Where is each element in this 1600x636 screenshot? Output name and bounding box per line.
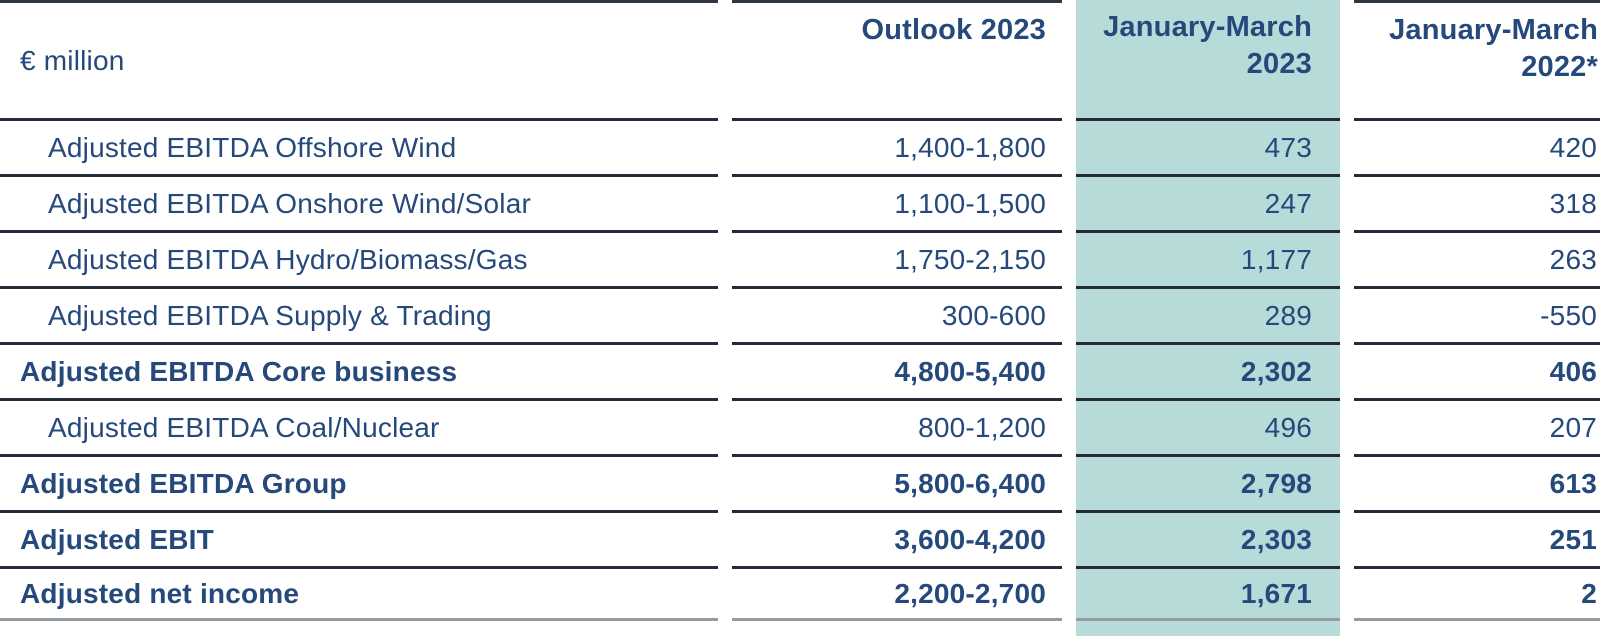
january-march-2022-value: 207 — [1354, 401, 1600, 457]
row-label: Adjusted EBITDA Coal/Nuclear — [0, 401, 718, 457]
january-march-2022-value: 263 — [1354, 233, 1600, 289]
row-label: Adjusted EBITDA Core business — [0, 345, 718, 401]
january-march-2023-value: 247 — [1076, 177, 1340, 233]
outlook-2023-value: 300-600 — [732, 289, 1062, 345]
highlight-column-band — [1076, 0, 1340, 636]
table-row: Adjusted EBITDA Onshore Wind/Solar 1,100-… — [0, 177, 1600, 233]
january-march-2023-value: 1,177 — [1076, 233, 1340, 289]
column-header-outlook-2023: Outlook 2023 — [732, 0, 1062, 121]
table-row: Adjusted net income 2,200-2,700 1,671 2 — [0, 569, 1600, 621]
january-march-2023-value: 289 — [1076, 289, 1340, 345]
outlook-2023-value: 800-1,200 — [732, 401, 1062, 457]
outlook-2023-value: 1,100-1,500 — [732, 177, 1062, 233]
outlook-2023-value: 2,200-2,700 — [732, 569, 1062, 621]
row-label: Adjusted EBITDA Onshore Wind/Solar — [0, 177, 718, 233]
january-march-2023-value: 2,303 — [1076, 513, 1340, 569]
january-march-2023-value: 2,798 — [1076, 457, 1340, 513]
row-label: Adjusted EBITDA Offshore Wind — [0, 121, 718, 177]
january-march-2023-value: 1,671 — [1076, 569, 1340, 621]
outlook-2023-value: 1,400-1,800 — [732, 121, 1062, 177]
table-row: Adjusted EBITDA Hydro/Biomass/Gas 1,750-2… — [0, 233, 1600, 289]
row-label: Adjusted EBITDA Hydro/Biomass/Gas — [0, 233, 718, 289]
table-row: Adjusted EBITDA Core business 4,800-5,400… — [0, 345, 1600, 401]
table-row: Adjusted EBITDA Coal/Nuclear 800-1,200 496… — [0, 401, 1600, 457]
january-march-2023-value: 496 — [1076, 401, 1340, 457]
table-row: Adjusted EBITDA Offshore Wind 1,400-1,800… — [0, 121, 1600, 177]
january-march-2022-value: 318 — [1354, 177, 1600, 233]
january-march-2022-value: 406 — [1354, 345, 1600, 401]
table-header-row: € million Outlook 2023 January-March 202… — [0, 0, 1600, 121]
january-march-2022-value: 251 — [1354, 513, 1600, 569]
row-label: Adjusted EBIT — [0, 513, 718, 569]
column-header-january-march-2023: January-March 2023 — [1076, 0, 1340, 121]
row-label: Adjusted net income — [0, 569, 718, 621]
row-label: Adjusted EBITDA Supply & Trading — [0, 289, 718, 345]
january-march-2023-value: 473 — [1076, 121, 1340, 177]
table-row: Adjusted EBITDA Supply & Trading 300-600 2… — [0, 289, 1600, 345]
outlook-2023-value: 4,800-5,400 — [732, 345, 1062, 401]
column-header-january-march-2022: January-March 2022* — [1354, 0, 1600, 121]
table-row: Adjusted EBIT 3,600-4,200 2,303 251 — [0, 513, 1600, 569]
outlook-2023-value: 5,800-6,400 — [732, 457, 1062, 513]
january-march-2022-value: 613 — [1354, 457, 1600, 513]
unit-label: € million — [0, 0, 718, 121]
table-body: Adjusted EBITDA Offshore Wind 1,400-1,800… — [0, 121, 1600, 621]
january-march-2022-value: 420 — [1354, 121, 1600, 177]
outlook-2023-value: 1,750-2,150 — [732, 233, 1062, 289]
outlook-2023-value: 3,600-4,200 — [732, 513, 1062, 569]
january-march-2022-value: -550 — [1354, 289, 1600, 345]
january-march-2023-value: 2,302 — [1076, 345, 1340, 401]
table-row: Adjusted EBITDA Group 5,800-6,400 2,798 613 — [0, 457, 1600, 513]
january-march-2022-value: 2 — [1354, 569, 1600, 621]
row-label: Adjusted EBITDA Group — [0, 457, 718, 513]
